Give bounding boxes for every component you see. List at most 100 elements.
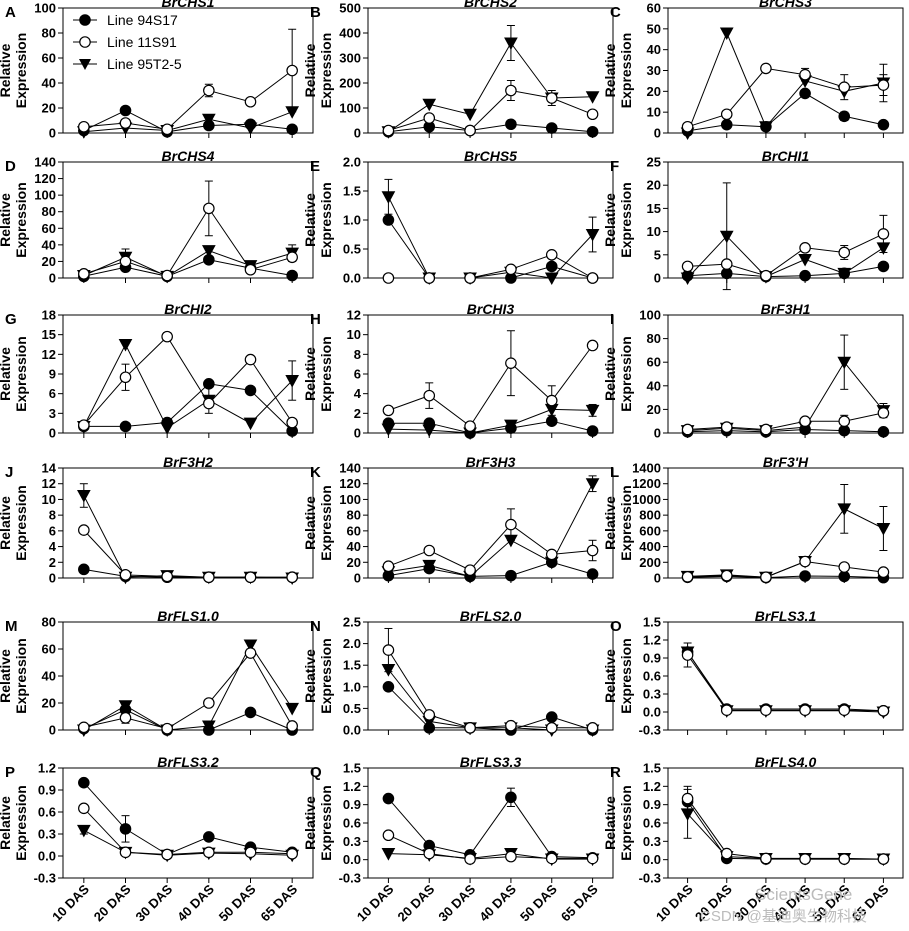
- y-tick-label: 30: [647, 63, 661, 78]
- data-point: [505, 263, 517, 276]
- x-category-label: 65 DAS: [257, 881, 300, 924]
- series-line: [388, 561, 593, 577]
- y-axis-label-line2: Expression: [618, 182, 634, 257]
- data-point: [76, 824, 91, 838]
- y-tick-label: 18: [42, 308, 56, 323]
- data-point: [586, 852, 599, 865]
- data-point: [505, 518, 517, 531]
- x-category-label: 30 DAS: [132, 881, 175, 924]
- y-tick-label: 20: [647, 84, 661, 99]
- series-line: [687, 361, 884, 432]
- legend-label: Line 11S91: [107, 34, 177, 50]
- panel-letter: D: [5, 158, 16, 175]
- y-tick-label: 0: [49, 426, 56, 441]
- y-tick-label: 10: [347, 327, 361, 342]
- y-tick-label: 0.0: [343, 271, 361, 286]
- legend-item: Line 11S91: [73, 34, 177, 50]
- data-point: [838, 415, 851, 427]
- data-point: [545, 711, 558, 723]
- data-point: [119, 569, 132, 581]
- y-tick-label: 40: [647, 42, 661, 57]
- y-tick-label: 120: [339, 476, 361, 491]
- y-tick-label: 2: [354, 406, 361, 421]
- y-tick-label: 60: [42, 642, 56, 657]
- series-line-11s91: [382, 627, 599, 734]
- series-line: [388, 669, 593, 731]
- series-line-95t2-5: [381, 25, 600, 139]
- data-point: [681, 260, 694, 273]
- data-point: [838, 267, 851, 280]
- y-tick-label: 80: [42, 26, 56, 41]
- legend-item: Line 94S17: [73, 12, 178, 28]
- y-tick-label: 0.3: [643, 834, 661, 849]
- series-line-94s17: [681, 795, 890, 865]
- y-tick-label: 1.5: [643, 761, 661, 776]
- y-axis-label-line2: Expression: [318, 33, 334, 108]
- plot-frame: [367, 767, 614, 879]
- y-tick-label: 60: [647, 355, 661, 370]
- data-point: [203, 571, 215, 584]
- y-axis-label: Relative Expression: [302, 182, 334, 257]
- series-line-94s17: [681, 87, 890, 137]
- y-tick-label: 80: [42, 615, 56, 630]
- y-tick-label: 2.0: [343, 636, 361, 651]
- y-tick-label: 40: [42, 669, 56, 684]
- y-tick-label: 0.3: [343, 834, 361, 849]
- data-point: [585, 404, 600, 418]
- data-point: [585, 91, 600, 104]
- series-line: [83, 529, 293, 578]
- series-line: [83, 70, 293, 130]
- y-tick-label: 1.5: [643, 615, 661, 630]
- panel-title: BrFLS1.0: [157, 608, 219, 624]
- series-line-11s91: [681, 214, 890, 282]
- y-axis-label-line2: Expression: [13, 33, 29, 108]
- y-tick-label: 20: [347, 555, 361, 570]
- y-tick-label: 1200: [632, 476, 661, 491]
- y-tick-label: 10: [647, 105, 661, 120]
- data-point: [161, 416, 173, 429]
- series-line-95t2-5: [76, 339, 300, 435]
- y-tick-label: 1.2: [343, 779, 361, 794]
- data-point: [382, 680, 395, 693]
- panel-letter: B: [310, 4, 321, 21]
- data-point: [161, 722, 173, 735]
- data-point: [838, 704, 851, 716]
- series-line-94s17: [78, 703, 298, 736]
- y-tick-label: 25: [647, 155, 661, 170]
- data-point: [720, 569, 733, 582]
- y-tick-label: 15: [647, 201, 661, 216]
- y-tick-label: 400: [339, 26, 361, 41]
- panel-letter: L: [610, 464, 619, 481]
- y-tick-label: 0: [654, 426, 661, 441]
- y-axis-label-line1: Relative: [0, 649, 13, 703]
- series-line-95t2-5: [680, 646, 891, 720]
- series-line: [687, 798, 884, 860]
- panel-m: 0 20 40 60 80 BrFLS1.0 M Relative Expression: [0, 608, 314, 738]
- series-line: [687, 31, 884, 134]
- data-point: [78, 776, 90, 789]
- series-line: [687, 67, 884, 128]
- data-point: [837, 356, 852, 370]
- y-tick-label: 100: [339, 101, 361, 116]
- watermark-text: ScientsGene: [755, 885, 852, 904]
- data-point: [681, 792, 694, 805]
- data-point: [545, 260, 558, 273]
- data-point: [681, 423, 694, 436]
- series-line: [83, 709, 293, 731]
- panel-title: BrCHS5: [464, 148, 517, 164]
- series-line: [83, 109, 293, 133]
- y-tick-label: 10: [647, 224, 661, 239]
- data-point: [463, 108, 477, 122]
- panel-title: BrCHS4: [162, 148, 215, 164]
- y-axis-label-line2: Expression: [618, 336, 634, 411]
- y-axis-label: Relative Expression: [602, 485, 634, 560]
- y-tick-label: 0.6: [343, 816, 361, 831]
- x-category-label: 10 DAS: [653, 881, 696, 924]
- data-point: [505, 84, 517, 97]
- x-category-text: 10 DAS: [49, 881, 92, 924]
- data-point: [244, 384, 257, 397]
- plot-frame: [62, 7, 314, 134]
- y-tick-label: 140: [34, 155, 56, 170]
- y-tick-label: 0: [49, 723, 56, 738]
